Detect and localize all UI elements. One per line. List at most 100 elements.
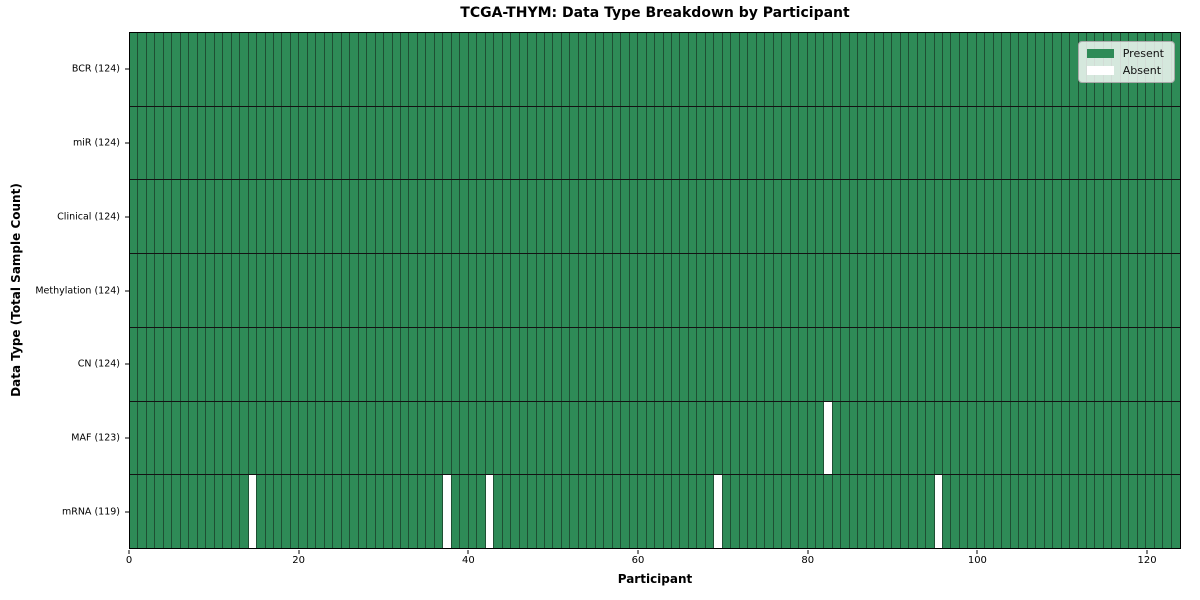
heatmap-cell <box>323 401 333 475</box>
heatmap-cell-absent <box>442 475 451 549</box>
heatmap-cell <box>281 475 290 549</box>
heatmap-cell <box>416 401 426 475</box>
heatmap-cell <box>738 401 748 475</box>
heatmap-cell <box>1035 401 1044 475</box>
heatmap-cell <box>1153 401 1163 475</box>
heatmap-cell <box>704 180 714 254</box>
heatmap-cell <box>425 475 434 549</box>
heatmap-cell <box>772 106 782 180</box>
heatmap-cell <box>611 106 621 180</box>
heatmap-cell <box>1102 180 1112 254</box>
heatmap-cell <box>1052 475 1061 549</box>
heatmap-cell <box>1018 401 1027 475</box>
heatmap-cell <box>256 254 265 327</box>
heatmap-cell <box>874 106 883 180</box>
heatmap-cell <box>958 254 968 327</box>
heatmap-cell <box>594 475 604 549</box>
heatmap-cell <box>704 33 714 106</box>
heatmap-cell <box>400 401 409 475</box>
heatmap-cell <box>188 327 197 401</box>
heatmap-cell <box>577 327 587 401</box>
heatmap-cell <box>569 180 578 254</box>
heatmap-cell <box>891 180 900 254</box>
heatmap-cell <box>264 475 273 549</box>
y-tick-label: CN (124) <box>77 358 120 370</box>
heatmap-cell <box>577 401 587 475</box>
heatmap-cell <box>171 327 180 401</box>
heatmap-cell <box>975 33 985 106</box>
heatmap-cell <box>222 33 231 106</box>
heatmap-cell <box>323 254 333 327</box>
y-tick-mark <box>125 216 129 218</box>
heatmap-cell <box>289 401 299 475</box>
heatmap-cell <box>1060 106 1070 180</box>
heatmap-cell <box>272 254 282 327</box>
heatmap-cell <box>975 180 985 254</box>
heatmap-cell <box>357 254 367 327</box>
heatmap-cell <box>1094 180 1103 254</box>
heatmap-cell <box>662 180 671 254</box>
heatmap-cell <box>171 401 180 475</box>
heatmap-cell <box>772 33 782 106</box>
heatmap-cell <box>984 475 993 549</box>
heatmap-cell <box>213 106 223 180</box>
heatmap-cell <box>374 33 384 106</box>
heatmap-cell <box>349 33 358 106</box>
heatmap-cell <box>1094 254 1103 327</box>
heatmap-cell <box>586 180 595 254</box>
heatmap-cell <box>806 475 815 549</box>
heatmap-cell <box>425 327 434 401</box>
heatmap-cell <box>154 106 163 180</box>
heatmap-cell <box>416 327 426 401</box>
heatmap-cell <box>908 254 917 327</box>
heatmap-cell <box>1153 254 1163 327</box>
heatmap-cell <box>857 475 866 549</box>
heatmap-cell <box>256 327 265 401</box>
heatmap-cell <box>433 327 443 401</box>
heatmap-cell <box>527 254 536 327</box>
heatmap-cell <box>874 327 883 401</box>
heatmap-cell <box>687 106 697 180</box>
heatmap-cell <box>704 254 714 327</box>
heatmap-cell <box>586 401 595 475</box>
heatmap-cell <box>1102 475 1112 549</box>
heatmap-cell <box>662 106 671 180</box>
heatmap-cell <box>130 401 138 475</box>
heatmap-cell <box>1162 475 1171 549</box>
heatmap-cell <box>1102 254 1112 327</box>
heatmap-cell <box>484 180 494 254</box>
heatmap-cell <box>306 106 316 180</box>
x-tick-mark <box>128 550 130 554</box>
heatmap-cell <box>679 180 688 254</box>
heatmap-row-methylation <box>130 253 1180 327</box>
heatmap-cell <box>213 254 223 327</box>
heatmap-cell <box>696 327 705 401</box>
heatmap-cell <box>493 401 502 475</box>
heatmap-cell <box>1060 401 1070 475</box>
heatmap-cell <box>527 401 536 475</box>
heatmap-cell <box>1170 401 1180 475</box>
heatmap-cell <box>264 254 273 327</box>
heatmap-cell <box>154 33 163 106</box>
heatmap-cell <box>704 475 714 549</box>
legend-swatch-present <box>1086 49 1114 58</box>
heatmap-cell <box>1035 33 1044 106</box>
heatmap-cell <box>620 106 629 180</box>
heatmap-cell <box>814 327 824 401</box>
heatmap-cell <box>704 106 714 180</box>
heatmap-cell <box>891 254 900 327</box>
heatmap-cell <box>687 475 697 549</box>
heatmap-cell <box>1162 180 1171 254</box>
heatmap-cell <box>1111 106 1120 180</box>
heatmap-cell <box>865 327 875 401</box>
heatmap-cell <box>925 254 934 327</box>
heatmap-cell <box>425 401 434 475</box>
heatmap-cell <box>459 401 468 475</box>
heatmap-cell <box>137 106 146 180</box>
heatmap-cell <box>154 254 163 327</box>
heatmap-cell <box>645 475 655 549</box>
heatmap-cell <box>535 106 544 180</box>
heatmap-cell <box>1069 254 1078 327</box>
heatmap-cell <box>933 327 942 401</box>
heatmap-cell <box>747 180 756 254</box>
